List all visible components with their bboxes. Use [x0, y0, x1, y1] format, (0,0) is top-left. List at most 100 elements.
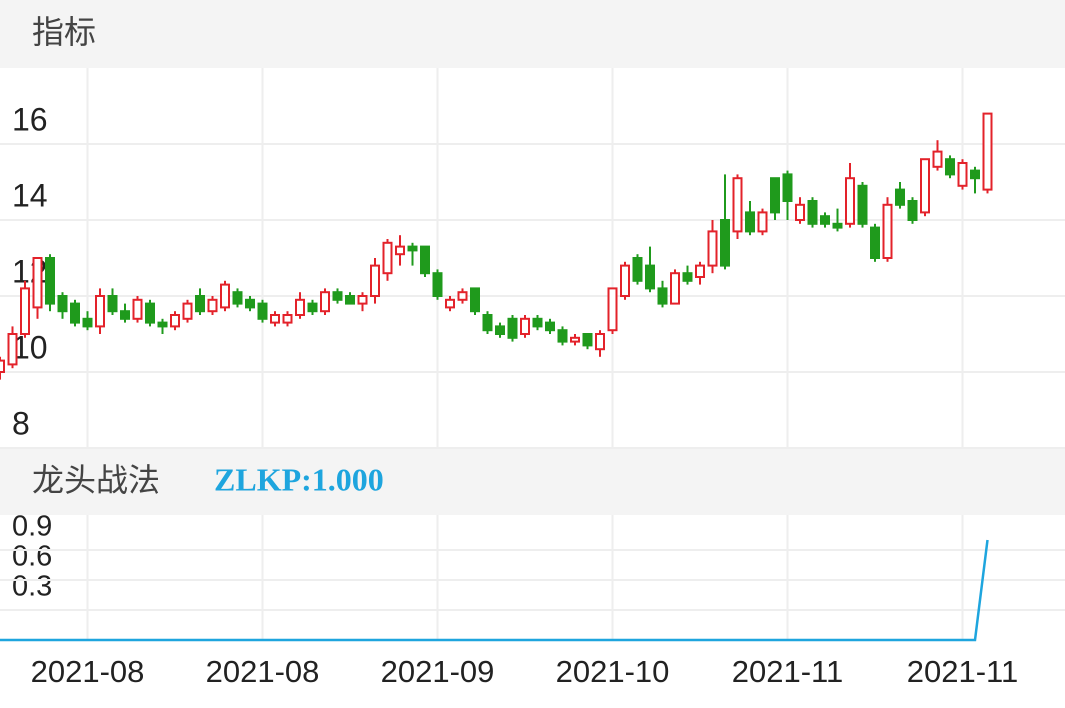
candle-body — [345, 295, 355, 305]
candle-body — [520, 317, 530, 335]
candle-body — [870, 226, 880, 260]
x-tick-label: 2021-11 — [907, 654, 1018, 689]
candle-body — [232, 291, 243, 305]
candle-body — [120, 310, 130, 320]
x-tick-label: 2021-09 — [381, 654, 495, 689]
candle-body — [195, 295, 205, 313]
candle-body — [695, 264, 705, 279]
candle-body — [420, 245, 430, 275]
candle-body — [145, 302, 155, 324]
candle-body — [632, 257, 643, 282]
candle-body — [970, 169, 980, 180]
candle-body — [770, 177, 780, 214]
candle-body — [95, 295, 105, 328]
x-tick-label: 2021-08 — [206, 654, 320, 689]
candle-body — [157, 321, 168, 328]
candle-body — [907, 200, 918, 221]
y-tick-label: 0.9 — [12, 511, 52, 543]
candle-body — [657, 287, 668, 305]
candle-body — [857, 184, 868, 225]
header-bar — [0, 0, 1065, 68]
candle-body — [295, 298, 305, 316]
candle-body — [357, 295, 368, 305]
candle-body — [832, 222, 843, 229]
candle-body — [495, 325, 505, 335]
candle-body — [845, 177, 855, 225]
candle-body — [507, 317, 518, 339]
y-tick-label: 0.6 — [12, 541, 52, 573]
candle-body — [432, 272, 443, 298]
candle-body — [920, 158, 930, 214]
candle-body — [370, 264, 380, 298]
candle-body — [732, 177, 743, 233]
candle-body — [882, 203, 893, 260]
y-tick-label: 10 — [12, 329, 48, 365]
candle-body — [957, 162, 968, 187]
candle-body — [595, 333, 605, 351]
sub-chart: 2021-08 2021-08 2021-09 2021-10 2021-11 2021-… — [0, 511, 1065, 689]
candle-body — [982, 112, 993, 191]
candle-body — [245, 298, 255, 309]
candle-body — [320, 291, 330, 313]
candle-body — [170, 314, 180, 328]
candle-body — [257, 302, 268, 320]
candle-body — [620, 264, 630, 298]
candle-body — [720, 219, 730, 267]
candle-body — [545, 321, 555, 332]
candle-body — [107, 295, 118, 313]
x-tick-label: 2021-10 — [556, 654, 670, 689]
candle-body — [482, 314, 493, 332]
candle-body — [757, 211, 768, 233]
candle-body — [682, 272, 693, 282]
candle-body — [807, 200, 818, 225]
candle-body — [945, 158, 955, 176]
candle-body — [207, 298, 218, 313]
candle-body — [607, 287, 618, 332]
x-tick-label: 2021-11 — [732, 654, 843, 689]
candle-body — [307, 302, 318, 313]
candle-body — [795, 203, 805, 222]
y-tick-label: 16 — [12, 101, 48, 137]
candle-body — [570, 336, 580, 343]
sub-header-bar — [0, 448, 1065, 515]
candle-body — [270, 314, 280, 324]
candle-body — [895, 188, 905, 206]
candle-body — [407, 245, 418, 252]
candle-body — [132, 298, 143, 320]
candle-body — [445, 298, 455, 309]
candle-body — [45, 257, 55, 305]
y-tick-label: 8 — [12, 405, 30, 441]
candle-body — [182, 302, 193, 320]
candle-body — [532, 317, 543, 328]
candle-body — [0, 359, 5, 374]
candle-body — [670, 272, 680, 305]
candle-body — [82, 317, 93, 328]
y-tick-label: 14 — [12, 177, 48, 213]
candle-body — [932, 150, 943, 168]
candle-body — [557, 329, 568, 343]
candle-body — [332, 291, 343, 301]
candle-body — [457, 291, 468, 301]
sub-title: 龙头战法 — [32, 461, 160, 499]
candle-body — [707, 230, 718, 267]
candle-body — [32, 257, 43, 309]
candle-body — [470, 287, 480, 313]
candle-body — [282, 314, 293, 324]
indicator-line — [0, 539, 989, 642]
candle-body — [220, 283, 230, 309]
x-tick-label: 2021-08 — [31, 654, 145, 689]
candle-body — [70, 302, 80, 324]
candle-body — [820, 215, 830, 225]
y-tick-label: 0.3 — [12, 571, 52, 603]
candle-body — [745, 211, 755, 233]
candle-body — [395, 245, 405, 256]
candle-body — [582, 333, 593, 347]
candle-body — [782, 173, 793, 202]
candle-body — [645, 264, 655, 290]
candle-body — [7, 333, 18, 366]
indicator-value: ZLKP:1.000 — [214, 461, 384, 497]
candle-body — [382, 241, 393, 275]
